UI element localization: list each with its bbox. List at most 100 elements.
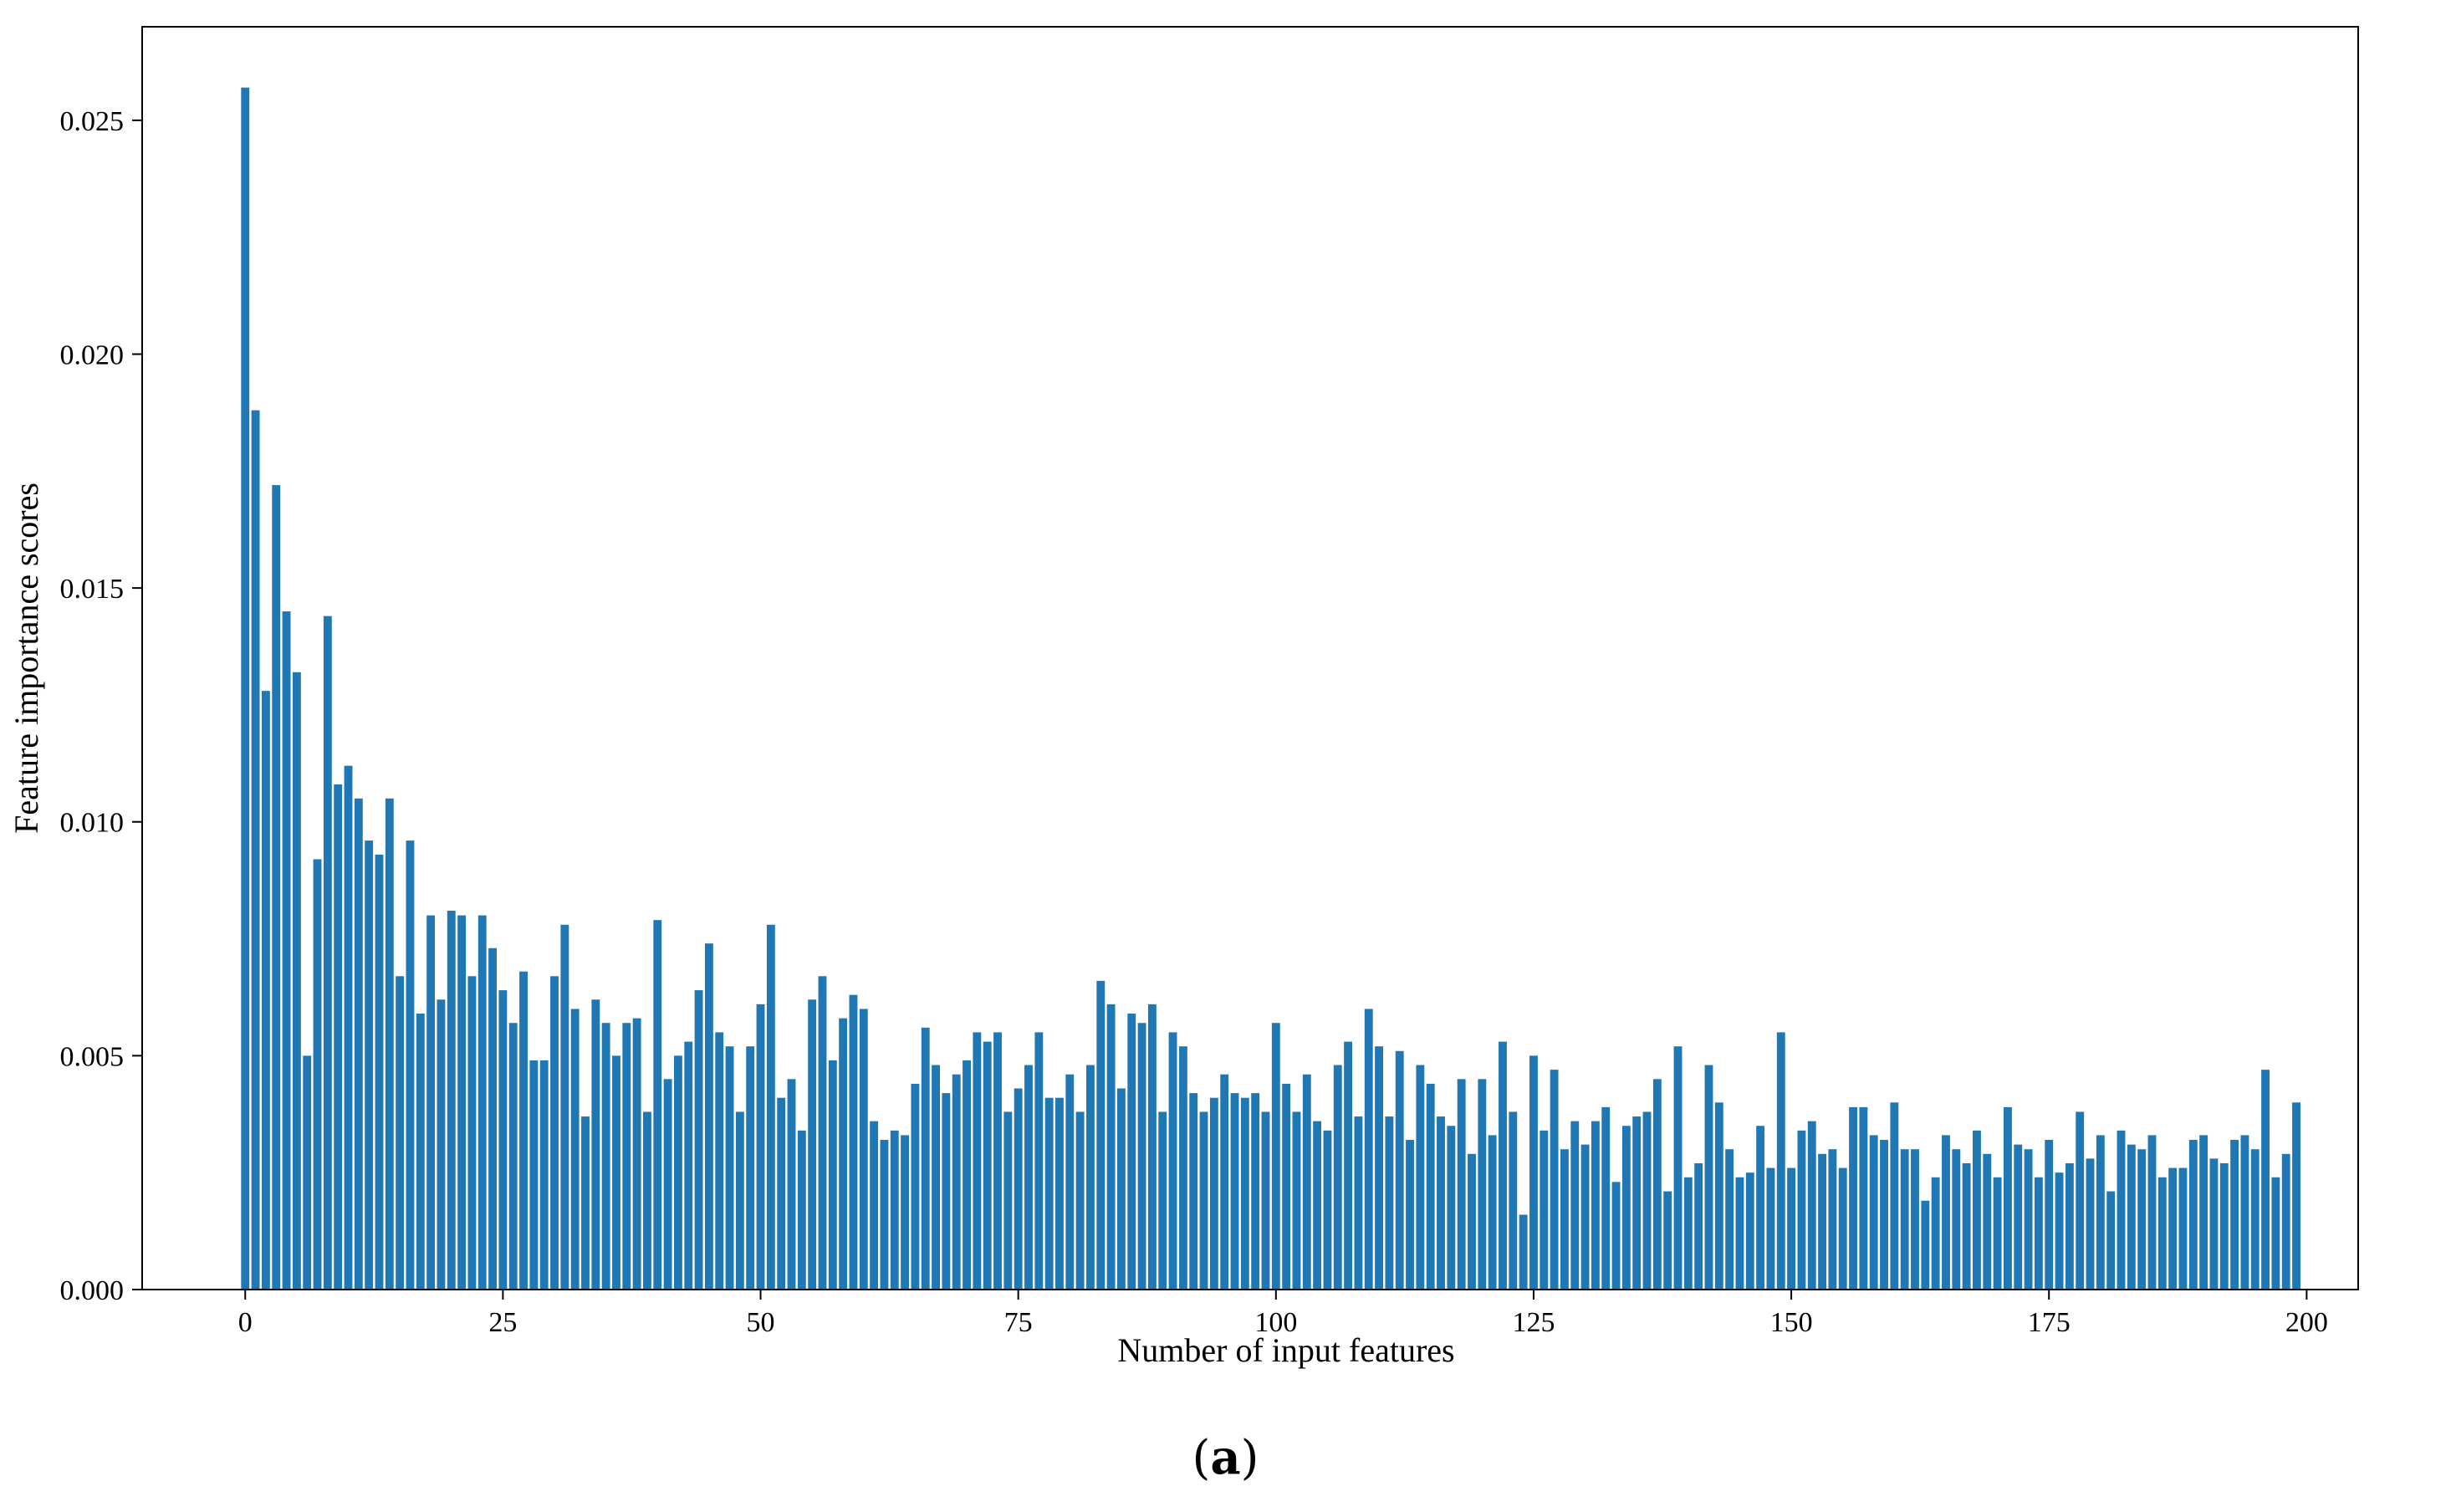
bar-feature-142 <box>1704 1065 1713 1290</box>
bar-feature-163 <box>1921 1200 1930 1290</box>
bar-feature-74 <box>1003 1111 1013 1290</box>
bar-feature-119 <box>1468 1153 1476 1290</box>
bar-feature-35 <box>601 1023 610 1290</box>
x-tick-label: 0 <box>238 1307 253 1338</box>
bar-feature-82 <box>1086 1065 1095 1290</box>
bar-feature-191 <box>2209 1158 2219 1290</box>
bar-feature-121 <box>1488 1135 1497 1290</box>
bar-feature-101 <box>1282 1083 1291 1290</box>
bar-feature-40 <box>653 920 662 1290</box>
bar-feature-19 <box>437 999 446 1290</box>
bar-feature-175 <box>2045 1140 2054 1290</box>
bar-feature-136 <box>1642 1111 1652 1290</box>
bar-feature-15 <box>396 976 405 1290</box>
bar-feature-171 <box>2004 1106 2012 1290</box>
bar-series <box>241 87 2300 1290</box>
bar-feature-124 <box>1519 1214 1528 1290</box>
bar-feature-153 <box>1818 1153 1826 1290</box>
bar-feature-143 <box>1714 1102 1723 1290</box>
bar-feature-22 <box>467 976 477 1290</box>
bar-feature-192 <box>2219 1163 2229 1290</box>
bar-feature-105 <box>1323 1130 1332 1290</box>
bar-feature-190 <box>2199 1135 2208 1290</box>
bar-feature-61 <box>870 1121 879 1290</box>
bar-feature-127 <box>1550 1070 1559 1290</box>
bar-feature-63 <box>890 1130 899 1290</box>
bar-feature-25 <box>498 990 508 1290</box>
bar-feature-134 <box>1621 1126 1631 1290</box>
bar-feature-173 <box>2024 1149 2033 1290</box>
bar-feature-27 <box>519 971 528 1290</box>
bar-feature-18 <box>426 915 436 1290</box>
bar-feature-146 <box>1745 1172 1754 1290</box>
bar-feature-26 <box>508 1023 518 1290</box>
bar-feature-48 <box>735 1111 744 1290</box>
bar-feature-196 <box>2261 1070 2270 1290</box>
bar-feature-79 <box>1055 1097 1064 1290</box>
bar-feature-11 <box>354 798 363 1290</box>
bar-feature-52 <box>777 1097 786 1290</box>
x-axis: 0 25 50 75 100 125 150 175 200 <box>238 1290 2328 1338</box>
bar-feature-55 <box>808 999 817 1290</box>
bar-feature-122 <box>1499 1041 1507 1290</box>
bar-feature-187 <box>2168 1167 2178 1290</box>
figure-caption: (a) <box>0 1430 2451 1485</box>
bar-feature-13 <box>375 854 384 1290</box>
bar-feature-137 <box>1652 1079 1662 1290</box>
bar-feature-12 <box>365 840 374 1290</box>
bar-feature-45 <box>704 943 713 1290</box>
bar-feature-185 <box>2147 1135 2157 1290</box>
bar-feature-147 <box>1756 1126 1765 1290</box>
bar-feature-195 <box>2250 1149 2260 1290</box>
bar-feature-182 <box>2117 1130 2126 1290</box>
bar-feature-102 <box>1292 1111 1301 1290</box>
bar-feature-69 <box>952 1074 961 1290</box>
bar-feature-54 <box>797 1130 806 1290</box>
bar-feature-114 <box>1416 1065 1425 1290</box>
bar-feature-88 <box>1147 1004 1157 1290</box>
bar-feature-29 <box>539 1060 549 1290</box>
y-tick-label: 0.015 <box>60 574 125 605</box>
bar-feature-83 <box>1096 980 1106 1290</box>
bar-feature-30 <box>550 976 559 1290</box>
bar-feature-81 <box>1075 1111 1085 1290</box>
bar-feature-36 <box>612 1055 620 1290</box>
bar-feature-104 <box>1313 1121 1322 1290</box>
bar-feature-165 <box>1942 1135 1950 1290</box>
bar-feature-37 <box>622 1023 631 1290</box>
bar-feature-67 <box>932 1065 940 1290</box>
bar-feature-138 <box>1663 1191 1672 1290</box>
bar-feature-84 <box>1106 1004 1116 1290</box>
bar-feature-77 <box>1034 1032 1044 1290</box>
bar-feature-20 <box>447 911 456 1290</box>
bar-feature-176 <box>2055 1172 2064 1290</box>
bar-feature-94 <box>1209 1097 1218 1290</box>
bar-feature-168 <box>1973 1130 1981 1290</box>
bar-feature-17 <box>416 1014 425 1290</box>
bar-feature-174 <box>2034 1177 2043 1290</box>
bar-feature-129 <box>1570 1121 1580 1290</box>
caption-open-paren: ( <box>1192 1431 1211 1485</box>
bar-feature-14 <box>385 798 394 1290</box>
bar-feature-158 <box>1869 1135 1878 1290</box>
bar-feature-44 <box>694 990 703 1290</box>
y-tick-label: 0.025 <box>60 106 125 137</box>
bar-feature-28 <box>529 1060 539 1290</box>
caption-close-paren: ) <box>1240 1431 1259 1485</box>
bar-feature-107 <box>1344 1041 1353 1290</box>
bar-feature-181 <box>2106 1191 2116 1290</box>
bar-feature-93 <box>1199 1111 1208 1290</box>
bar-feature-131 <box>1591 1121 1600 1290</box>
bar-feature-148 <box>1766 1167 1775 1290</box>
bar-feature-4 <box>282 611 291 1290</box>
bar-feature-128 <box>1560 1149 1569 1290</box>
bar-feature-109 <box>1364 1009 1373 1290</box>
bar-feature-39 <box>643 1111 651 1290</box>
bar-feature-92 <box>1189 1093 1198 1290</box>
bar-feature-132 <box>1601 1106 1611 1290</box>
bar-feature-32 <box>570 1009 580 1290</box>
bar-feature-76 <box>1024 1065 1033 1290</box>
bar-feature-21 <box>457 915 467 1290</box>
bar-feature-167 <box>1962 1163 1971 1290</box>
